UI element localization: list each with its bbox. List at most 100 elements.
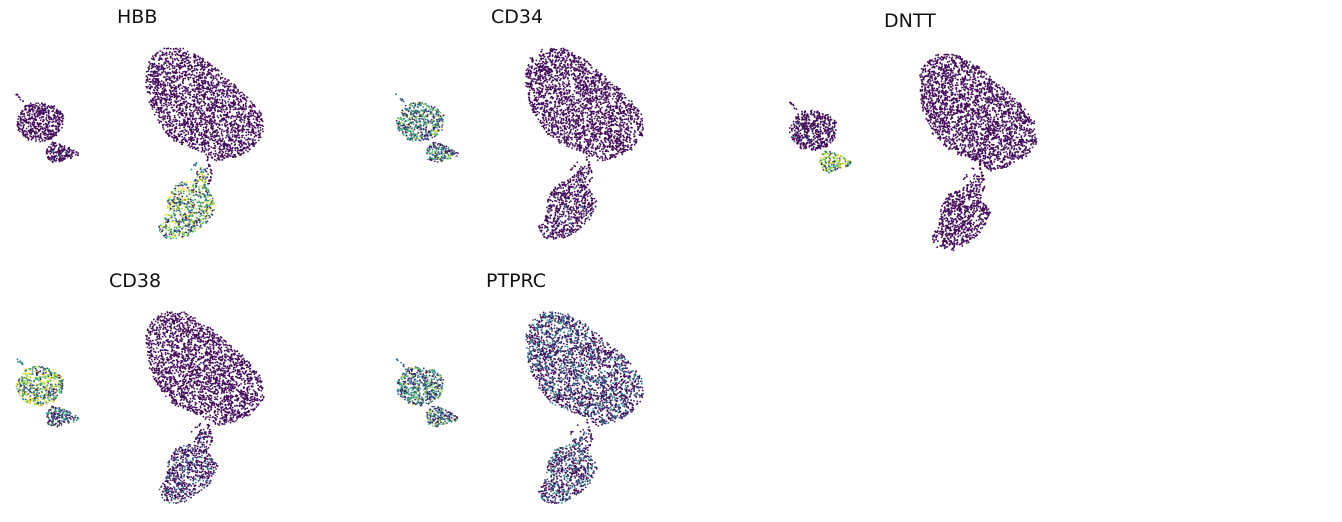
cell-point bbox=[209, 209, 211, 212]
cell-point bbox=[559, 79, 561, 81]
cell-point bbox=[201, 82, 204, 85]
cell-point bbox=[191, 199, 194, 202]
cell-point bbox=[211, 106, 214, 109]
cell-point bbox=[199, 125, 202, 127]
cell-point bbox=[165, 64, 168, 67]
cell-point bbox=[188, 118, 191, 120]
cell-point bbox=[211, 197, 214, 200]
cell-point bbox=[188, 84, 191, 86]
cell-point bbox=[186, 187, 189, 189]
cell-point bbox=[234, 130, 237, 132]
cell-point bbox=[227, 130, 230, 133]
cell-point bbox=[199, 226, 202, 229]
cell-point bbox=[627, 118, 629, 121]
cell-point bbox=[246, 115, 249, 118]
cell-point bbox=[165, 104, 168, 106]
cell-point bbox=[195, 182, 198, 185]
cell-point bbox=[167, 123, 169, 126]
cell-point bbox=[173, 198, 175, 200]
cell-point bbox=[206, 123, 208, 126]
cell-point bbox=[27, 118, 30, 121]
cell-point bbox=[607, 120, 610, 123]
cell-point bbox=[147, 80, 149, 82]
cell-point bbox=[51, 129, 54, 132]
cell-point bbox=[71, 155, 74, 158]
cell-point bbox=[51, 150, 54, 152]
cell-point bbox=[62, 148, 65, 151]
cell-point bbox=[166, 129, 169, 132]
cell-point bbox=[552, 109, 555, 111]
cell-point bbox=[621, 119, 623, 122]
cell-point bbox=[162, 117, 165, 120]
cell-point bbox=[246, 138, 249, 141]
cell-point bbox=[173, 77, 176, 80]
cell-point bbox=[55, 157, 58, 160]
cell-point bbox=[73, 149, 75, 152]
cell-point bbox=[183, 102, 185, 105]
cell-point bbox=[216, 85, 219, 87]
cell-point bbox=[213, 116, 216, 119]
cell-point bbox=[205, 197, 207, 199]
cell-point bbox=[42, 108, 44, 110]
cell-point bbox=[196, 201, 199, 204]
cell-point bbox=[211, 102, 214, 105]
cell-point bbox=[168, 128, 171, 131]
cell-point bbox=[188, 205, 191, 208]
cell-point bbox=[250, 134, 253, 136]
cell-point bbox=[53, 147, 56, 150]
cell-point bbox=[176, 208, 179, 211]
cell-point bbox=[216, 115, 219, 117]
cell-point bbox=[203, 149, 206, 152]
cell-point bbox=[208, 69, 210, 72]
cell-point bbox=[181, 184, 184, 187]
cell-point bbox=[169, 217, 172, 220]
cell-point bbox=[260, 124, 262, 127]
cell-point bbox=[48, 118, 51, 121]
cell-point bbox=[595, 72, 598, 75]
cell-point bbox=[220, 144, 223, 147]
cell-point bbox=[176, 225, 179, 228]
cell-point bbox=[214, 155, 217, 158]
cell-point bbox=[39, 132, 42, 135]
cell-point bbox=[165, 227, 167, 230]
cell-point bbox=[534, 105, 537, 108]
cell-point bbox=[211, 127, 214, 130]
cell-point bbox=[175, 210, 178, 213]
cell-point bbox=[224, 95, 227, 98]
cell-point bbox=[50, 149, 53, 151]
cell-point bbox=[151, 104, 153, 107]
cell-point bbox=[185, 109, 187, 112]
cell-point bbox=[149, 99, 152, 102]
cell-point bbox=[181, 227, 183, 230]
cell-point bbox=[194, 129, 196, 131]
cell-point bbox=[156, 88, 158, 91]
cell-point bbox=[161, 87, 164, 90]
cell-point bbox=[629, 141, 631, 144]
cell-point bbox=[66, 153, 68, 155]
cell-point bbox=[148, 83, 151, 86]
cell-point bbox=[247, 112, 250, 115]
cell-point bbox=[199, 74, 201, 76]
cell-point bbox=[243, 117, 246, 120]
cell-point bbox=[172, 109, 174, 111]
cell-point bbox=[223, 90, 226, 92]
cell-point bbox=[217, 89, 220, 92]
cell-point bbox=[548, 74, 551, 77]
cell-point bbox=[612, 87, 615, 90]
cell-point bbox=[555, 48, 558, 51]
cell-point bbox=[181, 218, 184, 221]
cell-point bbox=[191, 117, 194, 120]
cell-point bbox=[171, 202, 174, 204]
cell-point bbox=[21, 127, 24, 130]
cell-point bbox=[191, 219, 194, 222]
cell-point bbox=[51, 121, 54, 124]
cell-point bbox=[179, 47, 182, 50]
cell-point bbox=[241, 91, 243, 94]
cell-point bbox=[206, 202, 209, 205]
cell-point bbox=[145, 75, 148, 77]
cell-point bbox=[213, 119, 216, 121]
cell-point bbox=[205, 194, 207, 197]
cell-point bbox=[626, 112, 629, 114]
cell-point bbox=[231, 135, 234, 138]
